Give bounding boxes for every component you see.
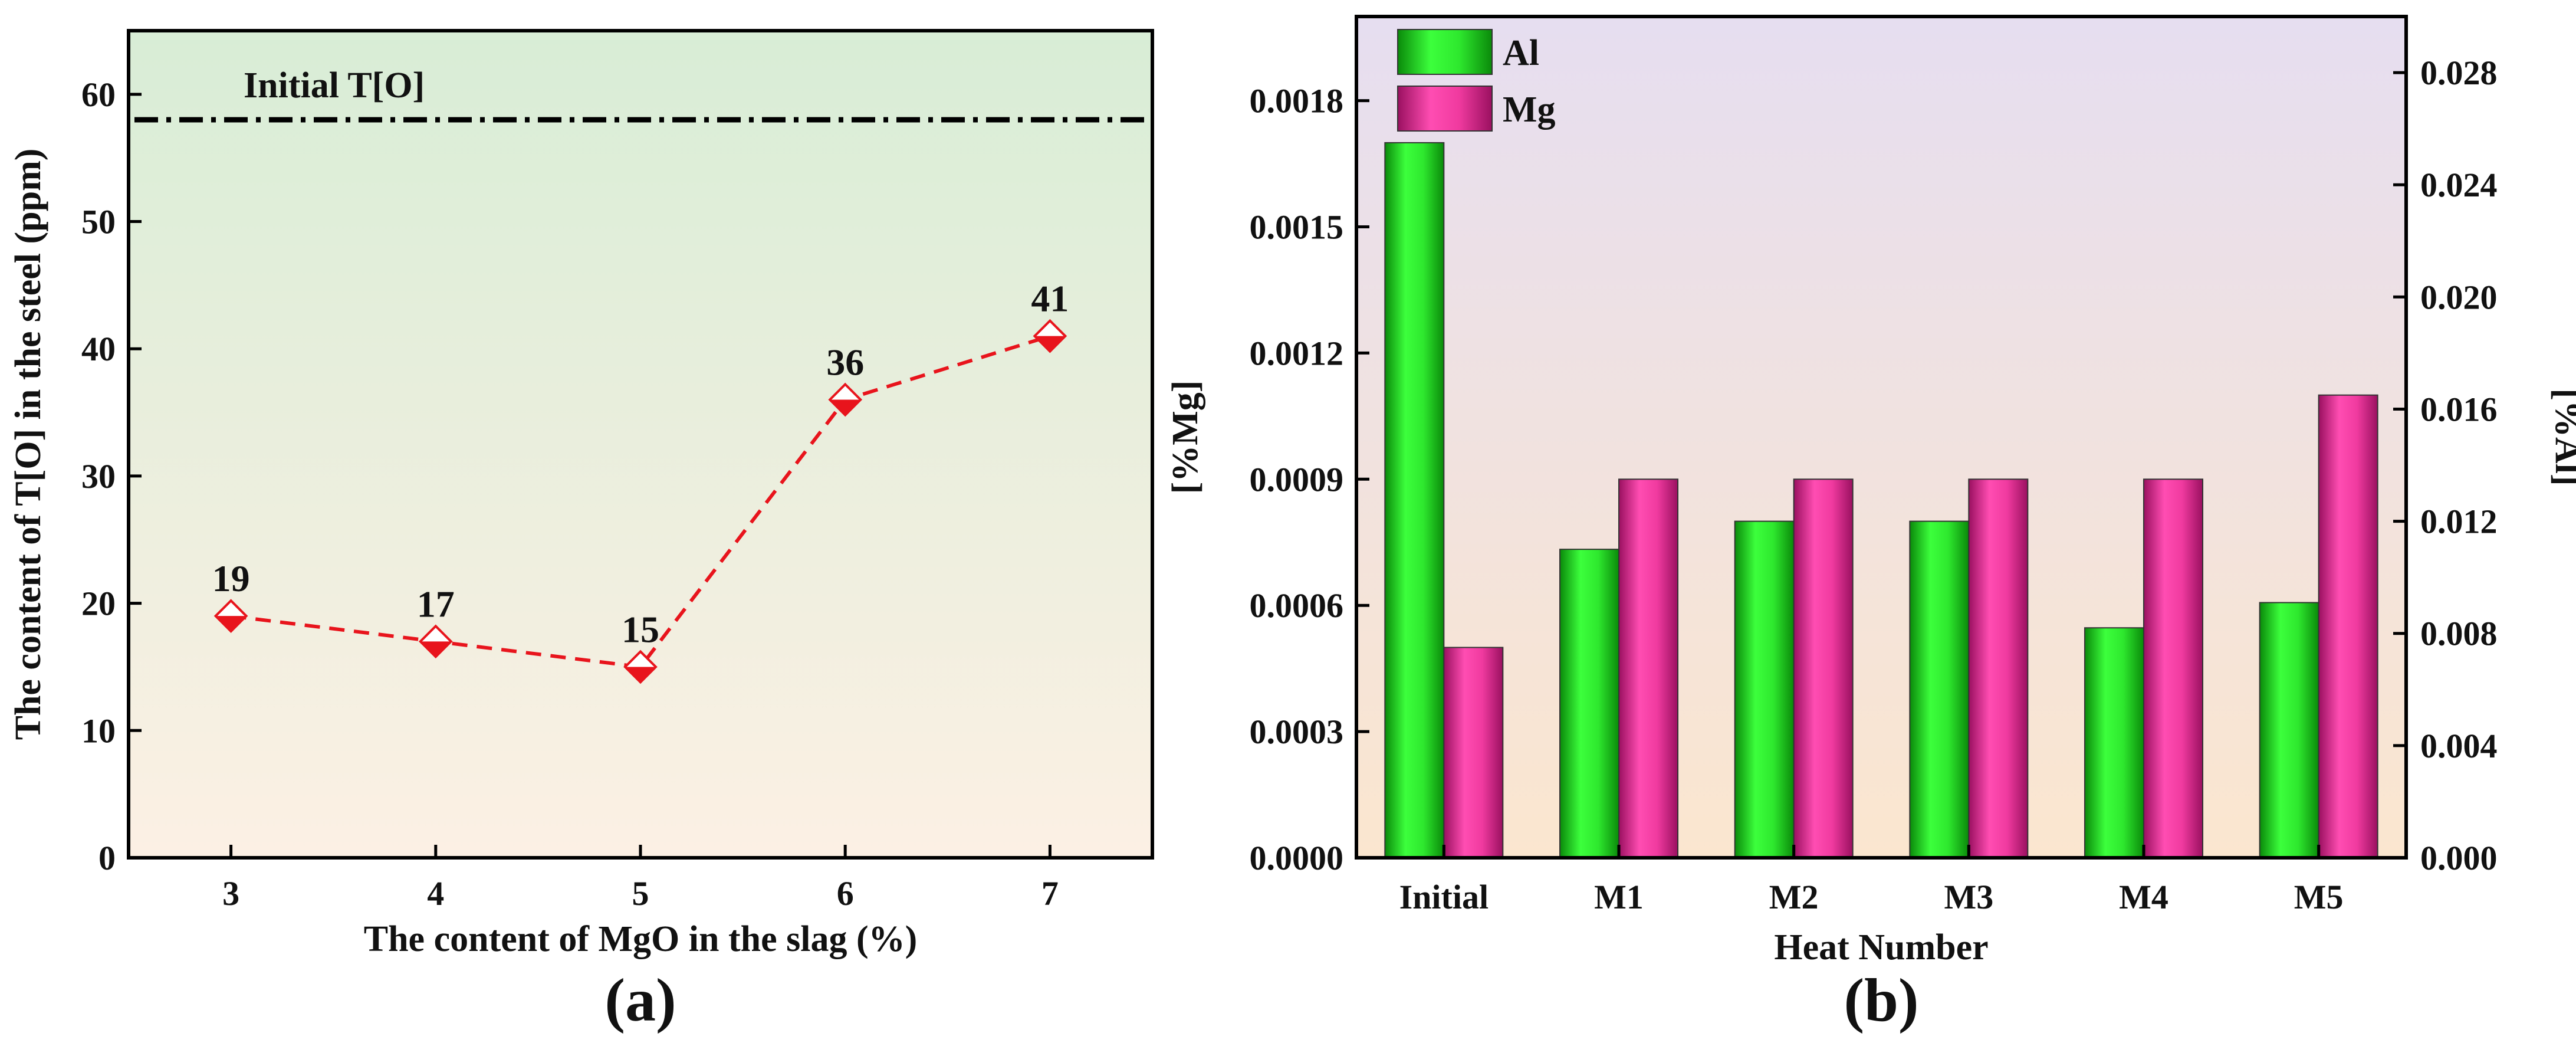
legend-label-al: Al bbox=[1503, 33, 1539, 73]
bar-mg bbox=[2143, 478, 2203, 858]
y-tick-label-left-b: 0.0000 bbox=[1250, 839, 1344, 877]
x-tick-label-b: M1 bbox=[1594, 878, 1644, 916]
x-tick-label-a: 4 bbox=[427, 874, 444, 913]
series-line-a bbox=[231, 334, 1051, 669]
bar-mg bbox=[1443, 647, 1504, 858]
legend-swatch-al bbox=[1397, 29, 1493, 75]
legend-swatch-mg bbox=[1397, 86, 1493, 132]
y-tick-label-right-b: 0.000 bbox=[2420, 839, 2498, 877]
plot-a-background bbox=[129, 31, 1152, 858]
plot-b-frame bbox=[1355, 15, 2408, 860]
x-axis-label-b: Heat Number bbox=[1774, 927, 1988, 967]
y-axis-label-left-b: [%Mg] bbox=[1165, 381, 1205, 494]
y-tick-label-a: 60 bbox=[81, 76, 116, 114]
chart-a: Initial T[O] 19 17 15 36 41 0 10 20 30 40 50 60 3 4 5… bbox=[8, 29, 1154, 1034]
panel-label-a: (a) bbox=[604, 966, 676, 1034]
plot-b-background bbox=[1356, 17, 2406, 858]
data-label: 36 bbox=[826, 342, 864, 383]
y-tick-label-left-b: 0.0003 bbox=[1250, 713, 1344, 751]
x-tick-label-b: M2 bbox=[1769, 878, 1819, 916]
y-tick-label-left-b: 0.0006 bbox=[1250, 586, 1344, 625]
bar-al bbox=[1734, 520, 1795, 858]
y-tick-label-left-b: 0.0009 bbox=[1250, 460, 1344, 498]
data-label: 15 bbox=[622, 608, 659, 650]
bar-al bbox=[1909, 520, 1970, 858]
x-tick-label-a: 6 bbox=[837, 874, 854, 913]
y-tick-label-a: 10 bbox=[81, 711, 116, 750]
x-tick-label-b: M4 bbox=[2119, 878, 2168, 916]
y-tick-label-a: 20 bbox=[81, 585, 116, 623]
data-point-marker-fill bbox=[215, 616, 247, 632]
y-tick-label-a: 40 bbox=[81, 330, 116, 368]
x-tick-label-a: 5 bbox=[632, 874, 649, 913]
x-tick-label-a: 7 bbox=[1041, 874, 1059, 913]
legend-label-mg: Mg bbox=[1503, 90, 1556, 130]
legend: Al Mg bbox=[1397, 29, 1556, 132]
bar-al bbox=[1384, 142, 1445, 858]
y-tick-label-right-b: 0.020 bbox=[2420, 278, 2498, 316]
y-tick-label-a: 30 bbox=[81, 457, 116, 496]
y-tick-label-right-b: 0.004 bbox=[2420, 727, 2498, 765]
x-tick-label-b: M3 bbox=[1944, 878, 1993, 916]
data-label: 41 bbox=[1031, 278, 1069, 320]
y-tick-label-right-b: 0.008 bbox=[2420, 615, 2498, 653]
bar-mg bbox=[2318, 394, 2378, 858]
data-point-marker-fill bbox=[625, 667, 656, 683]
bar-mg bbox=[1793, 478, 1854, 858]
x-tick-label-a: 3 bbox=[222, 874, 239, 913]
y-tick-label-left-b: 0.0012 bbox=[1250, 334, 1344, 372]
y-axis-label-right-b: [%Al] bbox=[2548, 388, 2576, 486]
data-point-marker-fill bbox=[1034, 336, 1066, 352]
y-tick-label-right-b: 0.016 bbox=[2420, 390, 2498, 428]
bar-al bbox=[2259, 602, 2319, 858]
y-tick-label-a: 0 bbox=[98, 839, 116, 877]
panel-label-b: (b) bbox=[1844, 966, 1918, 1034]
y-tick-label-left-b: 0.0018 bbox=[1250, 82, 1344, 120]
x-tick-label-b: M5 bbox=[2294, 878, 2344, 916]
data-point-marker-fill bbox=[830, 399, 861, 415]
y-tick-label-left-b: 0.0015 bbox=[1250, 208, 1344, 247]
x-tick-label-b: Initial bbox=[1399, 878, 1489, 916]
chart-b: 0.0000 0.0003 0.0006 0.0009 0.0012 0.0015 0.00… bbox=[1165, 15, 2576, 1034]
y-tick-label-right-b: 0.024 bbox=[2420, 166, 2498, 204]
bar-mg bbox=[1618, 478, 1678, 858]
x-axis-label-a: The content of MgO in the slag (%) bbox=[364, 919, 918, 959]
bar-al bbox=[2084, 627, 2144, 859]
y-tick-label-right-b: 0.012 bbox=[2420, 503, 2498, 541]
y-tick-label-right-b: 0.028 bbox=[2420, 54, 2498, 92]
y-axis-label-a: The content of T[O] in the steel (ppm) bbox=[8, 149, 48, 740]
initial-to-label: Initial T[O] bbox=[244, 65, 425, 106]
bar-mg bbox=[1968, 478, 2029, 858]
data-label: 19 bbox=[212, 557, 250, 599]
bar-al bbox=[1559, 549, 1619, 858]
data-point-marker-fill bbox=[420, 641, 451, 657]
y-tick-label-a: 50 bbox=[81, 203, 116, 241]
data-label: 17 bbox=[417, 583, 455, 625]
